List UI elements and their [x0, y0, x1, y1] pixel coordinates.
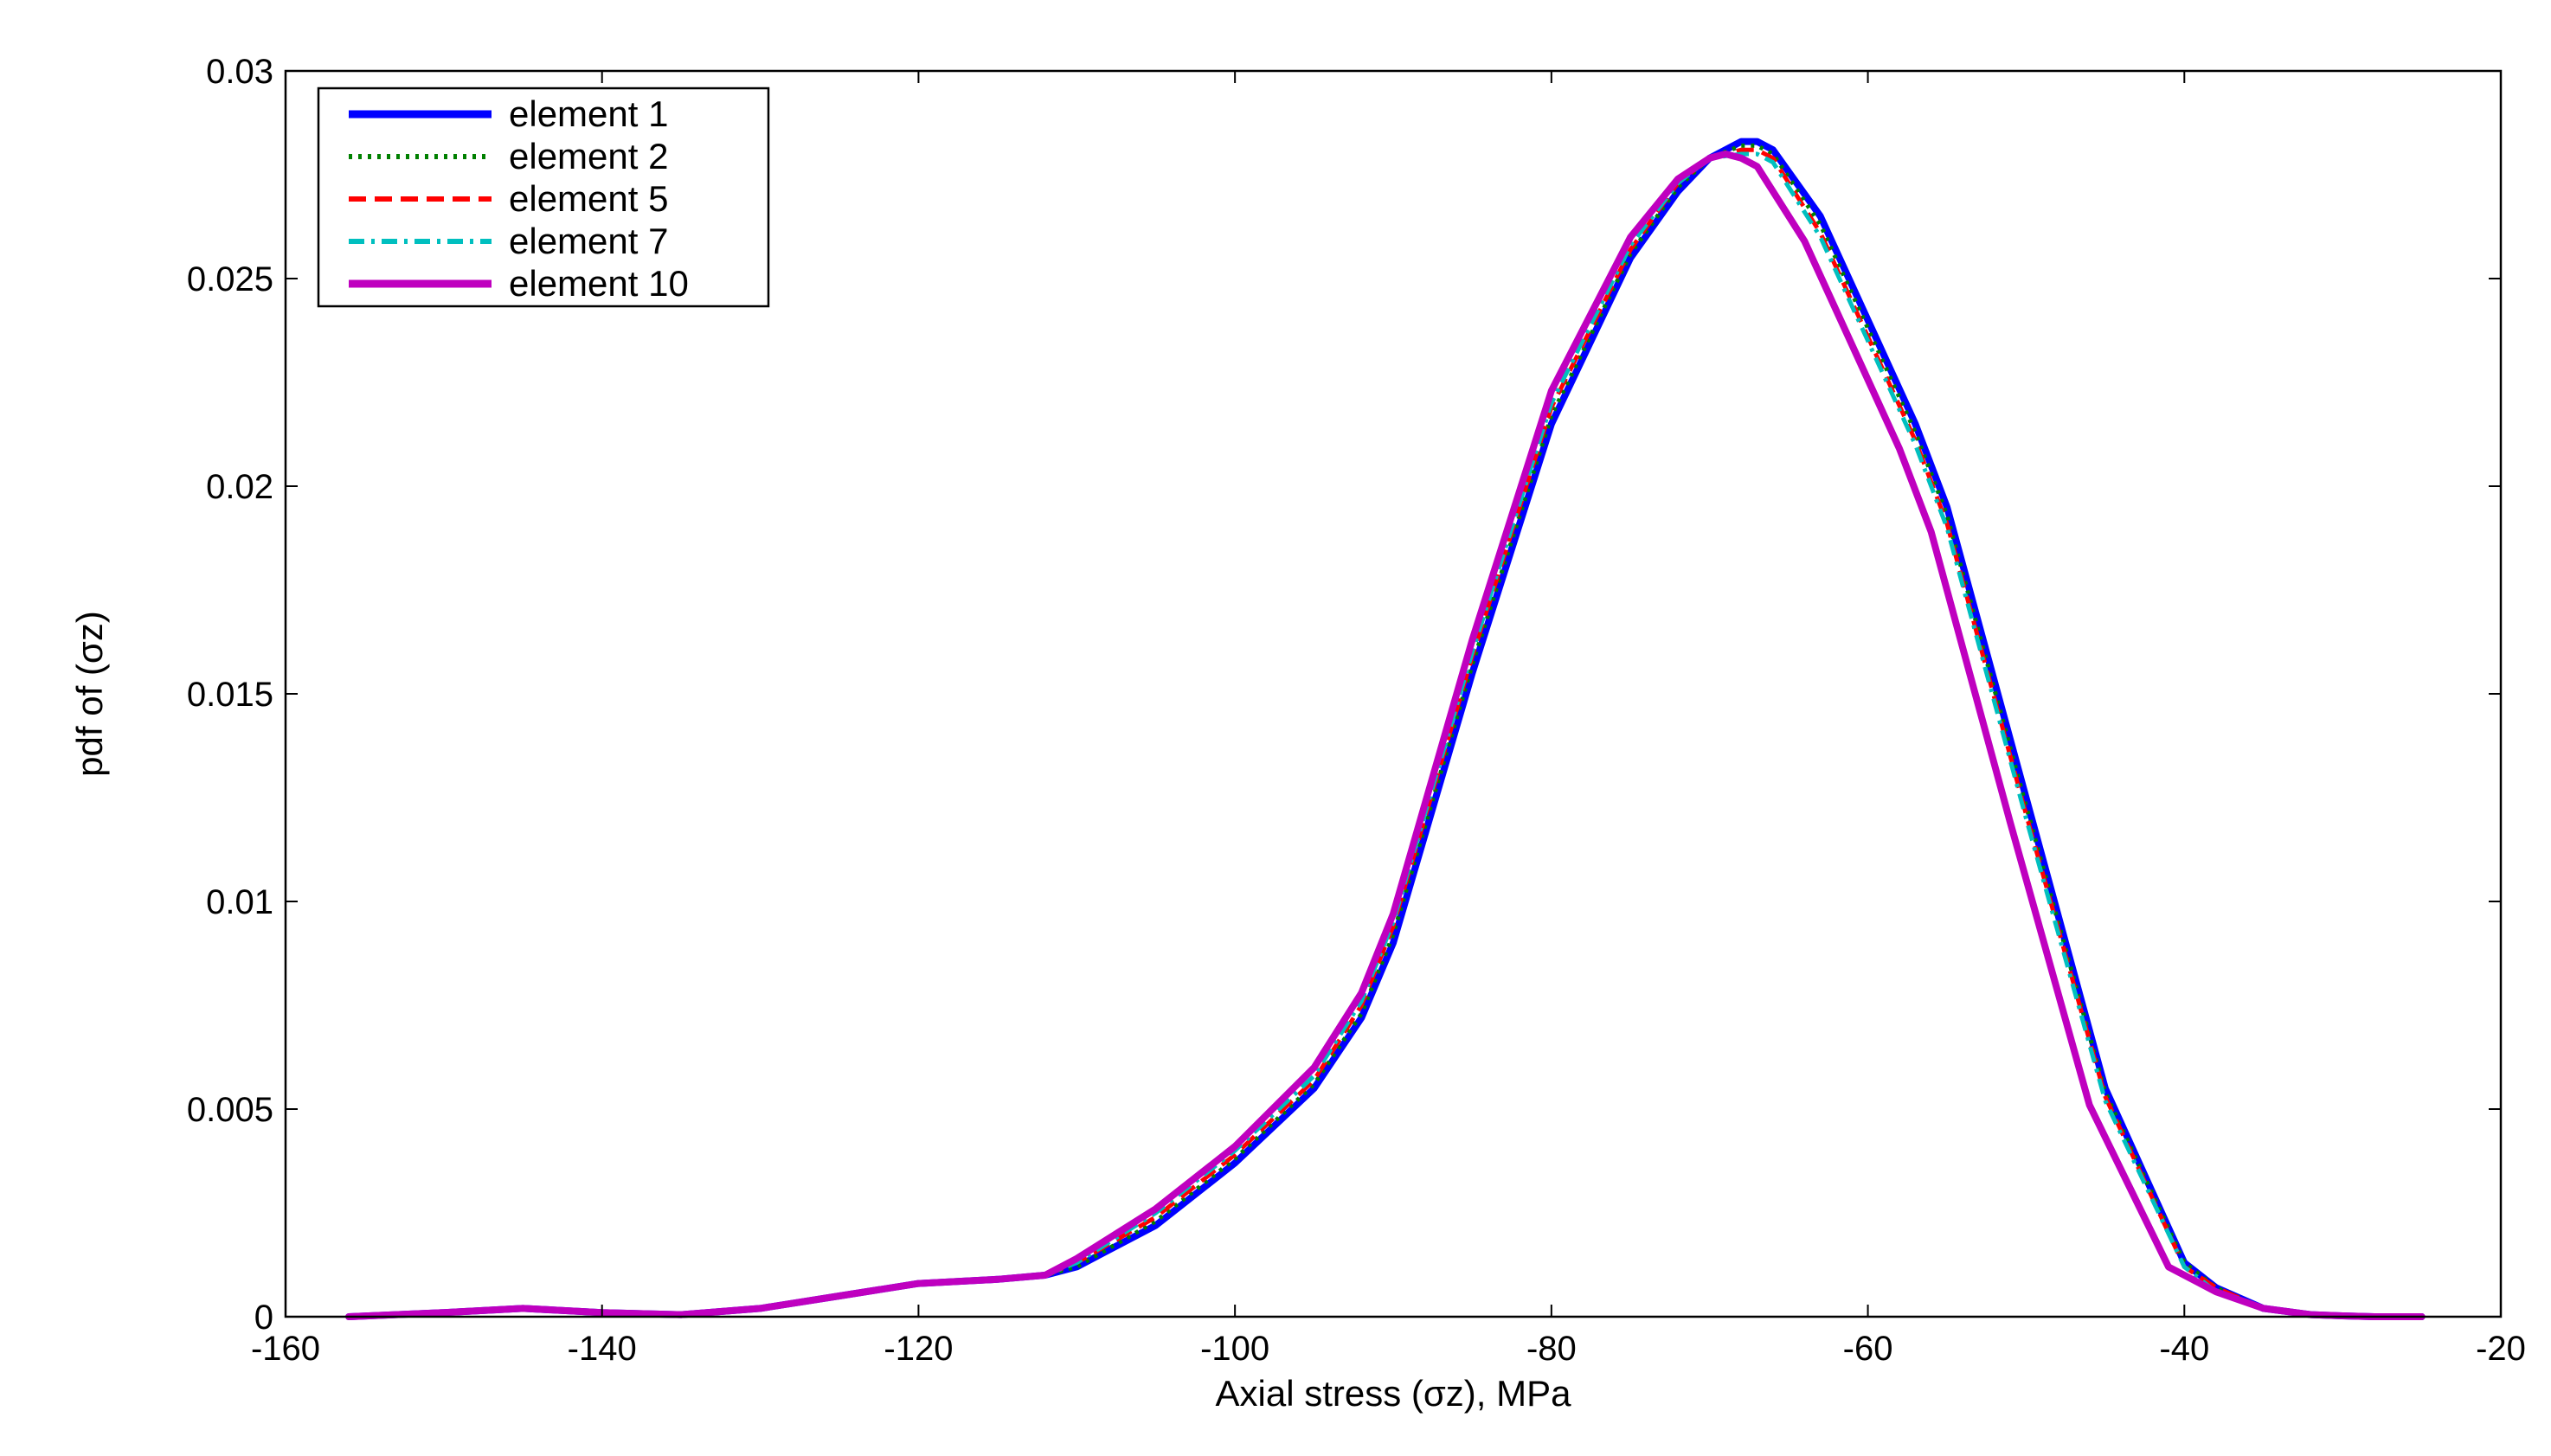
legend-label: element 1 — [509, 93, 668, 134]
legend-label: element 2 — [509, 136, 668, 176]
x-tick-label: -40 — [2159, 1330, 2209, 1368]
x-tick-label: -120 — [884, 1330, 953, 1368]
y-tick-label: 0 — [254, 1299, 273, 1337]
y-tick-label: 0.025 — [187, 260, 273, 298]
y-tick-label: 0.015 — [187, 676, 273, 714]
y-axis-label: pdf of (σz) — [69, 611, 110, 777]
x-tick-label: -20 — [2476, 1330, 2526, 1368]
legend-label: element 7 — [509, 221, 668, 261]
x-tick-label: -100 — [1200, 1330, 1269, 1368]
x-tick-label: -60 — [1843, 1330, 1893, 1368]
x-tick-label: -80 — [1526, 1330, 1577, 1368]
legend-box — [317, 87, 770, 308]
x-tick-label: -140 — [568, 1330, 637, 1368]
y-tick-label: 0.02 — [206, 468, 273, 506]
series-line-element-10 — [345, 151, 2426, 1320]
x-axis-label: Axial stress (σz), MPa — [1216, 1373, 1572, 1414]
legend-label: element 5 — [509, 178, 668, 219]
y-tick-label: 0.005 — [187, 1091, 273, 1129]
y-tick-label: 0.01 — [206, 883, 273, 921]
series-layer — [345, 138, 2426, 1320]
x-tick-label: -160 — [251, 1330, 320, 1368]
ticks-layer: -160 -140 -120 -100 -80 -60 -40 -20 0 0.005 0.01 0.… — [187, 53, 2526, 1368]
series-line-element-7 — [348, 151, 2422, 1319]
y-tick-label: 0.03 — [206, 53, 273, 91]
legend-label: element 10 — [509, 263, 689, 304]
